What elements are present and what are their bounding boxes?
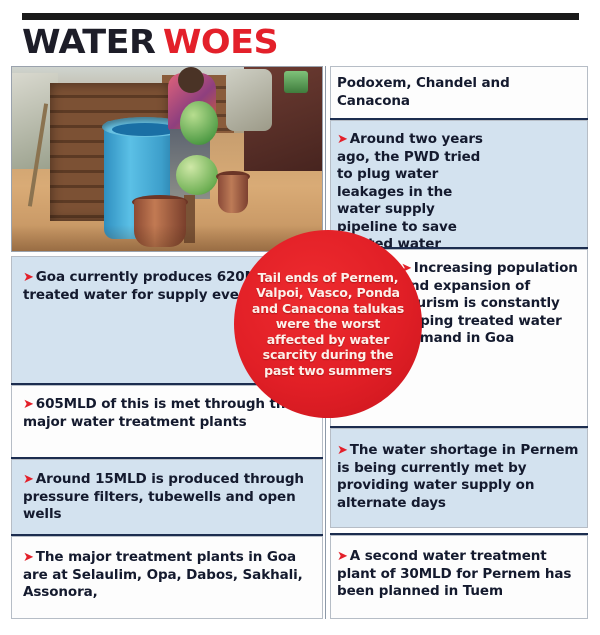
fact-panel-plant-locations-continued: Podoxem, Chandel and Canacona	[330, 66, 588, 119]
fact-panel-plant-locations: ➤ The major treatment plants in Goa are a…	[11, 536, 323, 619]
fact-panel-pressure-filters: ➤ Around 15MLD is produced through pressu…	[11, 459, 323, 535]
divider-left-2	[11, 457, 323, 459]
photo-sack	[226, 69, 272, 131]
bullet-marker-icon: ➤	[23, 270, 34, 285]
photo-terracotta-pot-small	[218, 175, 248, 213]
fact-panel-pwd-leakage-plug: ➤ Around two years ago, the PWD tried to …	[330, 120, 588, 248]
photo-green-bucket	[284, 71, 308, 93]
bullet-marker-icon: ➤	[23, 472, 34, 487]
fact-text-plant-locations-continued: Podoxem, Chandel and Canacona	[337, 75, 510, 109]
fact-text-major-plants-share: 605MLD of this is met through the major …	[23, 396, 295, 430]
bullet-marker-icon: ➤	[23, 397, 34, 412]
divider-right-1	[330, 118, 588, 120]
fact-text-tuem-new-plant: A second water treatment plant of 30MLD …	[337, 548, 572, 599]
water-collection-photo	[11, 66, 323, 252]
fact-text-goa-production: Goa currently produces 620MLD of treated…	[23, 269, 298, 303]
page-title-part1: WATER	[22, 22, 156, 61]
text-wrap-shape-circle	[485, 131, 581, 247]
bullet-marker-icon: ➤	[337, 549, 348, 564]
divider-left-1	[11, 383, 323, 385]
divider-right-3	[330, 426, 588, 428]
photo-woman-leg	[184, 195, 195, 243]
photo-terracotta-pot	[134, 199, 186, 247]
fact-panel-pernem-alternate-days: ➤ The water shortage in Pernem is being c…	[330, 428, 588, 528]
photo-woman-head	[178, 67, 204, 93]
page-title: WATER WOES	[22, 22, 279, 61]
fact-text-pernem-alternate-days: The water shortage in Pernem is being cu…	[337, 442, 579, 511]
highlight-circle-text: Tail ends of Pernem, Valpoi, Vasco, Pond…	[251, 270, 405, 378]
header-rule	[22, 13, 579, 20]
highlight-circle: Tail ends of Pernem, Valpoi, Vasco, Pond…	[234, 230, 422, 418]
fact-text-plant-locations: The major treatment plants in Goa are at…	[23, 549, 303, 600]
photo-drum-water	[112, 123, 178, 136]
divider-left-3	[11, 534, 323, 536]
divider-right-2	[330, 247, 588, 249]
fact-panel-tuem-new-plant: ➤ A second water treatment plant of 30MLD…	[330, 535, 588, 619]
photo-green-pot-upper	[180, 101, 218, 145]
bullet-marker-icon: ➤	[337, 132, 348, 147]
photo-ground-shadow	[12, 225, 322, 251]
fact-text-pwd-leakage-plug: Around two years ago, the PWD tried to p…	[337, 131, 483, 248]
bullet-marker-icon: ➤	[401, 261, 412, 276]
bullet-marker-icon: ➤	[337, 443, 348, 458]
divider-right-4	[330, 533, 588, 535]
bullet-marker-icon: ➤	[23, 550, 34, 565]
fact-text-population-tourism-demand: Increasing population and expansion of t…	[401, 260, 578, 346]
fact-text-pressure-filters: Around 15MLD is produced through pressur…	[23, 471, 304, 522]
page-title-part2: WOES	[162, 22, 279, 61]
photo-green-pot	[176, 155, 218, 195]
